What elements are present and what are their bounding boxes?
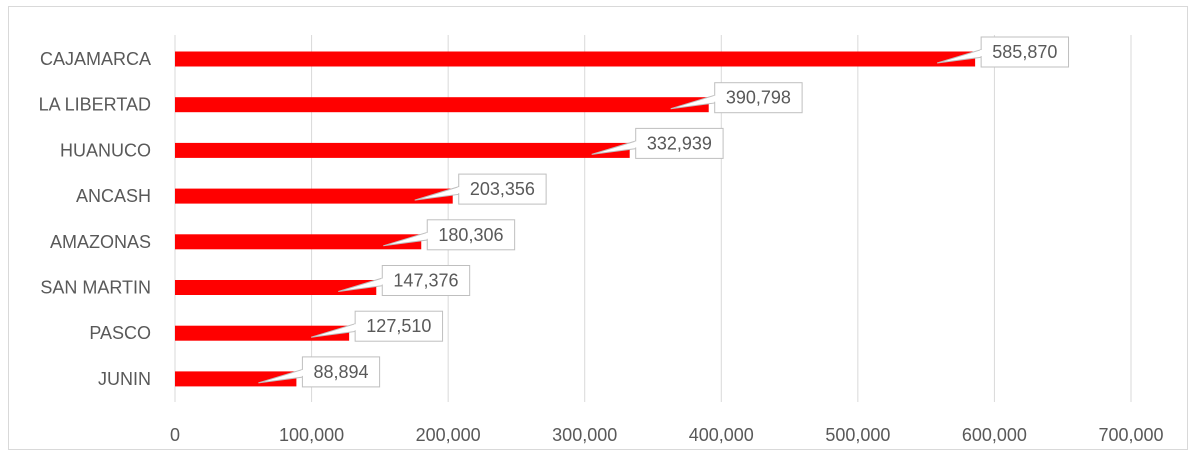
x-tick-label: 500,000 [825,425,890,445]
data-label-box [635,127,724,159]
data-label-box [458,173,547,205]
data-label-text: 147,376 [393,271,458,291]
category-label: PASCO [89,323,151,343]
data-label-box [426,219,516,251]
chart-frame: CAJAMARCA LA LIBERTAD HUANUCO ANCASH AMAZONA… [8,6,1188,450]
x-tick-label: 600,000 [962,425,1027,445]
category-label: AMAZONAS [50,232,151,252]
x-tick-label: 400,000 [689,425,754,445]
data-label-text: 180,306 [438,225,503,245]
bar [175,97,709,113]
grid-lines [174,35,1132,402]
bar [175,51,976,67]
data-labels: 585,870 390,798 332,939 203,356 180,306 147,3… [258,36,1070,388]
data-label: 127,510 [310,310,444,342]
x-tick-label: 300,000 [552,425,617,445]
data-label: 180,306 [383,219,516,251]
category-label: HUANUCO [60,140,151,160]
data-label-box [980,36,1070,68]
data-label: 390,798 [670,82,803,114]
category-labels: CAJAMARCA LA LIBERTAD HUANUCO ANCASH AMAZONA… [39,49,151,389]
x-tick-label: 200,000 [416,425,481,445]
data-label: 147,376 [338,265,471,296]
bar [175,234,422,250]
data-label-box [301,356,381,388]
data-label-text: 332,939 [647,133,712,153]
data-label-text: 390,798 [726,88,791,108]
data-label-box [714,82,803,114]
data-label-text: 127,510 [366,316,431,336]
data-label: 585,870 [936,36,1070,68]
data-label-text: 88,894 [313,362,368,382]
data-label: 203,356 [414,173,547,205]
x-tick-label: 0 [170,425,180,445]
x-tick-label: 100,000 [279,425,344,445]
category-label: CAJAMARCA [40,49,151,69]
x-axis-tick-labels: 0 100,000 200,000 300,000 400,000 500,000 600,… [170,425,1164,445]
bar [175,371,297,387]
bar [175,142,630,158]
category-label: SAN MARTIN [40,278,151,298]
bars [175,51,976,387]
bar [175,188,453,204]
category-label: ANCASH [76,186,151,206]
data-label-text: 203,356 [470,179,535,199]
data-label: 332,939 [591,127,724,159]
data-label: 88,894 [258,356,381,388]
data-label-box [354,310,444,342]
x-tick-label: 700,000 [1098,425,1163,445]
bar-chart: CAJAMARCA LA LIBERTAD HUANUCO ANCASH AMAZONA… [39,35,1164,445]
category-label: LA LIBERTAD [39,95,151,115]
bar [175,325,350,341]
category-label: JUNIN [98,369,151,389]
bar [175,280,377,295]
data-label-text: 585,870 [992,42,1057,62]
